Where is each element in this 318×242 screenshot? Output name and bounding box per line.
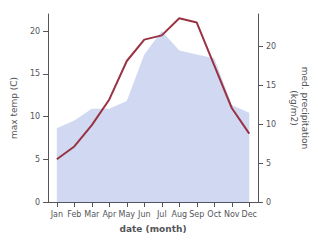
svg-text:5: 5 xyxy=(35,155,40,164)
svg-text:Mar: Mar xyxy=(84,210,100,219)
svg-text:Sep: Sep xyxy=(189,210,204,219)
svg-text:date (month): date (month) xyxy=(120,224,187,234)
svg-text:10: 10 xyxy=(266,120,276,129)
svg-text:Nov: Nov xyxy=(224,210,240,219)
svg-text:10: 10 xyxy=(30,112,40,121)
svg-text:Jan: Jan xyxy=(50,210,63,219)
svg-text:15: 15 xyxy=(266,81,276,90)
svg-text:Feb: Feb xyxy=(67,210,81,219)
svg-text:Jul: Jul xyxy=(156,210,167,219)
svg-text:Jun: Jun xyxy=(137,210,151,219)
svg-text:Dec: Dec xyxy=(242,210,257,219)
svg-text:20: 20 xyxy=(266,42,276,51)
svg-text:5: 5 xyxy=(266,159,271,168)
svg-text:Apr: Apr xyxy=(102,210,117,219)
svg-text:(kg/m2): (kg/m2) xyxy=(289,90,299,125)
svg-text:med. precipitation: med. precipitation xyxy=(300,67,310,149)
svg-text:20: 20 xyxy=(30,27,40,36)
svg-text:Aug: Aug xyxy=(171,210,187,219)
svg-text:May: May xyxy=(119,210,136,219)
svg-text:15: 15 xyxy=(30,69,40,78)
svg-text:0: 0 xyxy=(35,198,40,207)
svg-text:Oct: Oct xyxy=(207,210,221,219)
svg-text:0: 0 xyxy=(266,198,271,207)
svg-text:max temp (C): max temp (C) xyxy=(9,77,19,139)
